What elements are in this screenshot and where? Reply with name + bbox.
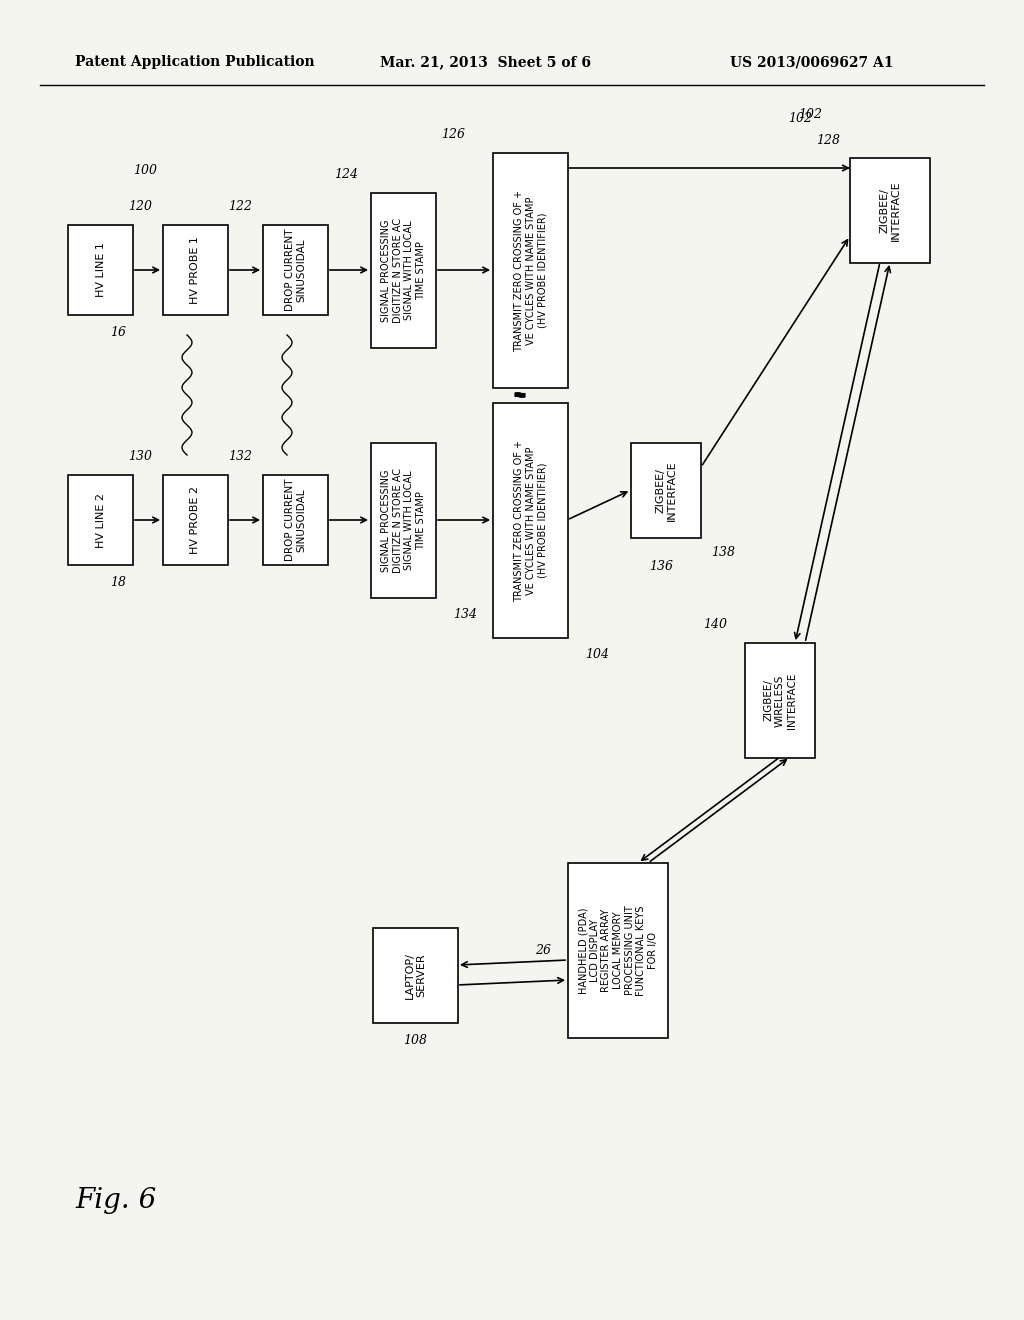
Text: 102: 102	[788, 111, 812, 124]
Text: 124: 124	[334, 169, 358, 181]
Text: ZIGBEE/
INTERFACE: ZIGBEE/ INTERFACE	[655, 461, 677, 521]
Text: 126: 126	[441, 128, 465, 141]
Text: DROP CURRENT
SINUSOIDAL: DROP CURRENT SINUSOIDAL	[285, 479, 306, 561]
Bar	[745, 643, 815, 758]
Bar	[163, 224, 228, 315]
Bar	[493, 153, 568, 388]
Text: 130: 130	[128, 450, 152, 463]
Text: HV LINE 1: HV LINE 1	[95, 243, 105, 297]
Text: 100: 100	[133, 164, 157, 177]
Text: Patent Application Publication: Patent Application Publication	[75, 55, 314, 69]
Text: HV LINE 2: HV LINE 2	[95, 492, 105, 548]
Text: Mar. 21, 2013  Sheet 5 of 6: Mar. 21, 2013 Sheet 5 of 6	[380, 55, 591, 69]
Bar	[850, 158, 930, 263]
Bar	[163, 475, 228, 565]
Text: 26: 26	[535, 944, 551, 957]
Text: HANDHELD (PDA)
LCD DISPLAY
REGISTER ARRAY
LOCAL MEMORY
PROCESSING UNIT
FUNCTIONA: HANDHELD (PDA) LCD DISPLAY REGISTER ARRA…	[579, 906, 657, 995]
Text: 102: 102	[798, 108, 822, 121]
Text: HV PROBE 1: HV PROBE 1	[190, 236, 201, 304]
Text: 132: 132	[228, 450, 252, 463]
Text: ZIGBEE/
WIRELESS
INTERFACE: ZIGBEE/ WIRELESS INTERFACE	[764, 672, 797, 729]
Text: 122: 122	[228, 201, 252, 214]
Text: 104: 104	[585, 648, 609, 661]
Text: 108: 108	[403, 1034, 427, 1047]
Text: TRANSMIT ZERO CROSSING OF +
VE CYCLES WITH NAME STAMP
(HV PROBE IDENTIFIER): TRANSMIT ZERO CROSSING OF + VE CYCLES WI…	[514, 190, 547, 351]
Text: TRANSMIT ZERO CROSSING OF +
VE CYCLES WITH NAME STAMP
(HV PROBE IDENTIFIER): TRANSMIT ZERO CROSSING OF + VE CYCLES WI…	[514, 440, 547, 602]
Bar	[568, 863, 668, 1038]
Text: DROP CURRENT
SINUSOIDAL: DROP CURRENT SINUSOIDAL	[285, 228, 306, 312]
Text: 136: 136	[649, 561, 673, 573]
Text: ZIGBEE/
INTERFACE: ZIGBEE/ INTERFACE	[880, 181, 901, 240]
Bar	[631, 444, 701, 539]
Bar	[371, 193, 436, 348]
Bar	[68, 475, 133, 565]
Text: 128: 128	[816, 133, 840, 147]
Text: LAPTOP/
SERVER: LAPTOP/ SERVER	[404, 952, 426, 999]
Text: 120: 120	[128, 201, 152, 214]
Bar	[493, 403, 568, 638]
Bar	[263, 224, 328, 315]
Text: 140: 140	[703, 619, 727, 631]
Bar	[68, 224, 133, 315]
Text: SIGNAL PROCESSING
DIGITIZE N STORE AC
SIGNAL WITH LOCAL
TIME STAMP: SIGNAL PROCESSING DIGITIZE N STORE AC SI…	[381, 218, 426, 323]
Text: 16: 16	[110, 326, 126, 339]
Text: 138: 138	[711, 545, 735, 558]
Bar	[263, 475, 328, 565]
Bar	[373, 928, 458, 1023]
Text: Fig. 6: Fig. 6	[75, 1187, 157, 1213]
Text: HV PROBE 2: HV PROBE 2	[190, 486, 201, 554]
Text: SIGNAL PROCESSING
DIGITIZE N STORE AC
SIGNAL WITH LOCAL
TIME STAMP: SIGNAL PROCESSING DIGITIZE N STORE AC SI…	[381, 469, 426, 573]
Text: 134: 134	[453, 609, 477, 622]
Bar	[371, 444, 436, 598]
Text: US 2013/0069627 A1: US 2013/0069627 A1	[730, 55, 894, 69]
Text: 18: 18	[110, 577, 126, 590]
